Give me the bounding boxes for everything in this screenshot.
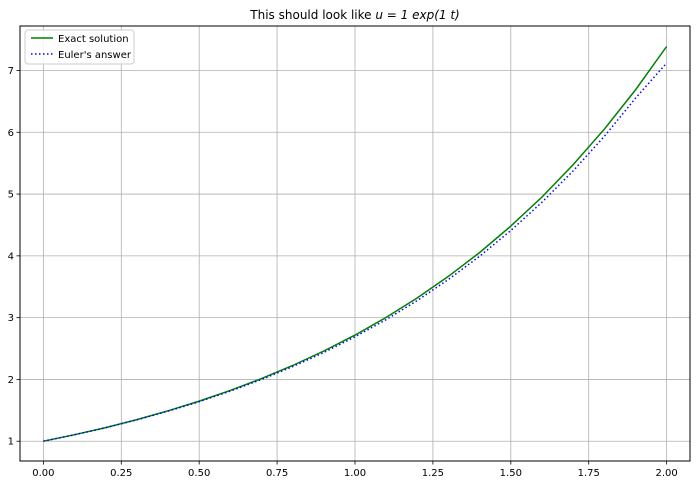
x-tick-label: 1.00: [344, 468, 366, 479]
x-tick-label: 1.50: [500, 468, 522, 479]
legend: Exact solution Euler's answer: [24, 29, 135, 65]
y-tick-label: 3: [8, 313, 14, 324]
x-tick-label: 0.75: [266, 468, 288, 479]
y-tick-label: 2: [8, 375, 14, 386]
y-tick-label: 4: [8, 251, 14, 262]
series-line-exact: [43, 46, 668, 442]
ticks: 0.00 0.25 0.50 0.75 1.00 1.25 1.50 1.75 2.00 1 2 3 4…: [8, 66, 678, 479]
x-tick-label: 1.75: [578, 468, 600, 479]
x-tick-label: 1.25: [422, 468, 444, 479]
legend-label-exact: Exact solution: [58, 34, 129, 45]
x-tick-label: 0.25: [110, 468, 132, 479]
x-tick-label: 2.00: [655, 468, 677, 479]
legend-label-euler: Euler's answer: [58, 50, 132, 61]
series-layer: [43, 46, 668, 442]
x-tick-label: 0.00: [32, 468, 54, 479]
chart-title-prefix: This should look like: [249, 8, 375, 22]
y-tick-label: 5: [8, 190, 14, 201]
y-tick-label: 6: [8, 128, 14, 139]
y-tick-label: 7: [8, 66, 14, 77]
x-tick-label: 0.50: [188, 468, 210, 479]
y-tick-label: 1: [8, 437, 14, 448]
chart-title: This should look like u = 1 exp(1 t): [249, 8, 459, 22]
grid: [20, 26, 690, 461]
chart-title-math: u = 1 exp(1 t): [375, 8, 459, 22]
